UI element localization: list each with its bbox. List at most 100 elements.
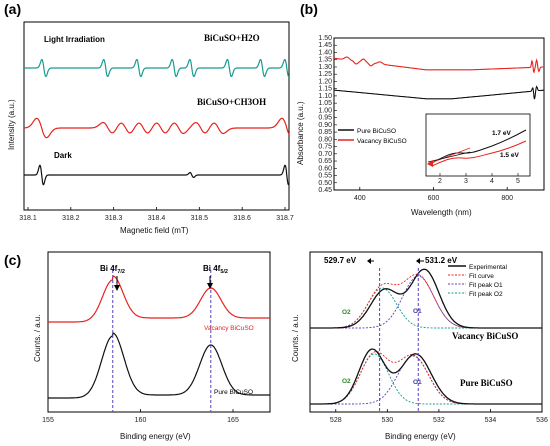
y-ticks-b: 0.450.500.550.600.650.700.750.800.850.90…	[318, 35, 337, 194]
legend-label-pure: Pure BiCuSO	[357, 128, 396, 135]
peak-tag-o1-top: O1	[413, 308, 422, 315]
inset-tick-label: 3	[464, 178, 468, 185]
x-tick-label: 318.7	[276, 215, 294, 222]
y-axis-label-c-right: Counts. / a.u.	[291, 314, 300, 362]
inset-tangent-black	[427, 151, 471, 163]
y-tick-label: 0.45	[318, 187, 332, 194]
inset-arrowhead	[427, 160, 433, 167]
y-tick-label: 0.75	[318, 144, 332, 151]
inset-tick-label: 4	[490, 178, 494, 185]
plot-frame-a	[23, 21, 290, 211]
series-line-vacancy-bi	[48, 275, 270, 323]
series-line-vacancy	[334, 56, 544, 74]
peak-tag-o1-bot: O1	[413, 379, 422, 386]
plot-frame-c-left	[47, 251, 271, 413]
legend-c-right: Experimental Fit curve Fit peak O1 Fit p…	[448, 264, 507, 298]
inset-annotation-1-7ev: 1.7 eV	[492, 130, 511, 137]
series-label-vacancy-o: Vacancy BiCuSO	[452, 331, 518, 341]
peak-label-529-7: 529.7 eV	[324, 256, 357, 265]
series-label-h2o: BiCuSO+H2O	[204, 33, 260, 43]
x-tick-label: 400	[354, 195, 366, 202]
arrowhead-bi-4f5	[207, 283, 213, 289]
panel-a: (a) Intensity (a.u.) Magnetic field (mT)…	[4, 1, 294, 235]
y-tick-label: 0.85	[318, 129, 332, 136]
inset-tangent-red	[427, 147, 471, 165]
series-label-vacancy-bi: Vacancy BiCuSO	[204, 325, 254, 332]
y-tick-label: 1.40	[318, 49, 332, 56]
arrowhead-bi-4f7	[114, 285, 120, 291]
panel-c-right: Counts. / a.u. Binding energy (eV) 528 53…	[291, 251, 548, 441]
y-tick-label: 0.60	[318, 165, 332, 172]
peak-label-bi-4f7-text: Bi 4f	[100, 264, 118, 273]
panel-b: (b) Absorbance (a.u.) Wavelength (nm) 0.…	[296, 1, 545, 217]
y-tick-label: 1.00	[318, 107, 332, 114]
y-tick-label: 1.10	[318, 93, 332, 100]
peak-label-531-2: 531.2 eV	[425, 256, 458, 265]
series-line-ch3oh	[24, 117, 290, 139]
y-tick-label: 0.90	[318, 122, 332, 129]
legend-label-vacancy: Vacancy BiCuSO	[357, 138, 407, 145]
annotation-light-irradiation: Light Irradiation	[44, 35, 105, 44]
panel-label-a: (a)	[4, 1, 21, 17]
x-tick-label: 536	[536, 417, 548, 424]
x-ticks-b: 400 600 800	[354, 187, 513, 202]
inset-annotation-1-5ev: 1.5 eV	[500, 152, 519, 159]
series-label-pure-bi: Pure BiCuSO	[214, 389, 253, 396]
svg-text:Bi 4f5/2: Bi 4f5/2	[203, 264, 228, 275]
fit-o1-vacancy	[310, 275, 542, 329]
panel-c-left: Counts. / a.u. Binding energy (eV) 155 16…	[33, 251, 271, 441]
x-ticks-a: 318.1 318.2 318.3 318.4 318.5 318.6 318.7	[19, 207, 294, 222]
series-line-h2o	[24, 58, 290, 78]
y-tick-label: 0.50	[318, 180, 332, 187]
peak-label-bi-4f5: Bi 4f5/2	[203, 264, 228, 289]
y-axis-label-a: Intensity (a.u.)	[7, 99, 16, 150]
inset-tick-label: 2	[438, 178, 442, 185]
fit-curve-vacancy	[310, 273, 542, 329]
x-tick-label: 318.4	[148, 215, 166, 222]
experimental-pure	[310, 348, 542, 405]
y-tick-label: 1.35	[318, 57, 332, 64]
y-tick-label: 0.70	[318, 151, 332, 158]
y-tick-label: 1.25	[318, 71, 332, 78]
y-tick-label: 1.30	[318, 64, 332, 71]
inset-frame	[425, 113, 531, 177]
x-axis-label-a: Magnetic field (mT)	[120, 226, 189, 235]
experimental-vacancy	[310, 268, 542, 329]
x-tick-label: 530	[381, 417, 393, 424]
peak-tag-o2-top: O2	[342, 309, 351, 316]
y-tick-label: 0.65	[318, 158, 332, 165]
legend-label-o2: Fit peak O2	[469, 291, 503, 298]
x-tick-label: 318.6	[233, 215, 251, 222]
y-tick-label: 1.05	[318, 100, 332, 107]
y-tick-label: 0.80	[318, 136, 332, 143]
legend-label-experimental: Experimental	[469, 264, 507, 271]
fit-o2-vacancy	[310, 287, 542, 329]
inset-line-vacancy	[431, 140, 527, 167]
x-tick-label: 318.2	[62, 215, 80, 222]
x-tick-label: 600	[428, 195, 440, 202]
x-axis-label-b: Wavelength (nm)	[411, 208, 472, 217]
annotation-dark: Dark	[54, 151, 72, 160]
y-axis-label-c-left: Counts. / a.u.	[33, 314, 42, 362]
inset-line-pure	[431, 129, 527, 164]
series-line-pure	[333, 85, 545, 100]
peak-label-bi-4f5-sub: 5/2	[220, 269, 228, 275]
x-tick-label: 160	[135, 417, 147, 424]
legend-label-fit-curve: Fit curve	[469, 273, 494, 280]
x-tick-label: 800	[501, 195, 513, 202]
series-line-pure-bi	[48, 332, 270, 399]
inset-tick-label: 5	[516, 178, 520, 185]
x-axis-label-c-right: Binding energy (eV)	[385, 432, 456, 441]
y-tick-label: 1.50	[318, 35, 332, 42]
panel-label-b: (b)	[300, 1, 318, 17]
peak-tag-o2-bot: O2	[342, 378, 351, 385]
x-tick-label: 528	[330, 417, 342, 424]
inset-x-ticks: 2 3 4 5	[438, 173, 520, 185]
x-tick-label: 318.3	[105, 215, 123, 222]
panel-label-c: (c)	[4, 252, 21, 268]
x-tick-label: 318.1	[19, 215, 37, 222]
x-tick-label: 534	[485, 417, 497, 424]
x-tick-label: 165	[227, 417, 239, 424]
x-tick-label: 532	[433, 417, 445, 424]
